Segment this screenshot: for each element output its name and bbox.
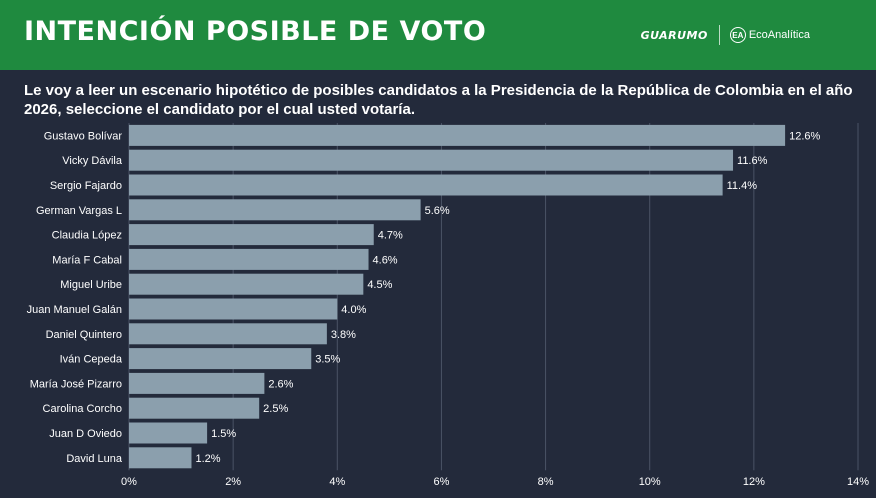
guarumo-logo: GUARUMO	[640, 28, 708, 42]
category-label: David Luna	[66, 453, 123, 465]
category-label: Juan D Oviedo	[49, 428, 122, 440]
x-tick-label: 8%	[538, 476, 554, 488]
x-tick-label: 4%	[329, 476, 345, 488]
value-label: 3.8%	[331, 329, 356, 341]
value-label: 5.6%	[425, 205, 450, 217]
bar	[129, 199, 421, 221]
x-tick-label: 14%	[847, 476, 869, 488]
category-label: Vicky Dávila	[62, 155, 123, 167]
value-label: 11.6%	[737, 155, 768, 167]
bar	[129, 149, 734, 171]
x-tick-label: 10%	[639, 476, 661, 488]
value-label: 11.4%	[727, 180, 758, 192]
value-label: 4.6%	[373, 254, 398, 266]
value-label: 2.5%	[263, 403, 288, 415]
bar	[129, 248, 369, 270]
category-label: María F Cabal	[52, 254, 122, 266]
bar	[129, 298, 338, 320]
logo-divider	[718, 25, 720, 45]
bar	[129, 447, 192, 469]
value-label: 4.5%	[367, 279, 392, 291]
bar	[129, 422, 208, 444]
value-label: 2.6%	[268, 378, 293, 390]
bar	[129, 124, 786, 146]
category-label: Sergio Fajardo	[50, 180, 122, 192]
value-label: 3.5%	[315, 354, 340, 366]
value-label: 4.0%	[341, 304, 366, 316]
bar	[129, 273, 364, 295]
logos: GUARUMO EA EcoAnalítica	[641, 24, 810, 46]
bar	[129, 348, 312, 370]
value-label: 12.6%	[789, 130, 820, 142]
page-title: INTENCIÓN POSIBLE DE VOTO	[24, 16, 487, 47]
category-label: María José Pizarro	[30, 378, 122, 390]
x-tick-label: 0%	[121, 476, 137, 488]
ecoanalitica-logo: EA EcoAnalítica	[729, 27, 810, 43]
category-label: German Vargas L	[36, 205, 122, 217]
ecoanalitica-mark-icon: EA	[729, 27, 746, 43]
bars	[129, 124, 786, 469]
labels: 0% 2% 4% 6% 8% 10% 12% 14% Gustavo Bolívar 12.6% V…	[27, 130, 870, 488]
bar	[129, 323, 327, 345]
bar	[129, 397, 260, 419]
category-label: Gustavo Bolívar	[44, 130, 123, 142]
category-label: Juan Manuel Galán	[27, 304, 122, 316]
category-label: Iván Cepeda	[60, 354, 123, 366]
x-tick-label: 12%	[743, 476, 765, 488]
category-label: Carolina Corcho	[43, 403, 122, 415]
ecoanalitica-logo-text: EcoAnalítica	[748, 29, 810, 41]
header-banner: INTENCIÓN POSIBLE DE VOTO GUARUMO EA Eco…	[0, 0, 876, 70]
category-label: Claudia López	[52, 230, 122, 242]
x-tick-label: 2%	[225, 476, 241, 488]
category-label: Daniel Quintero	[46, 329, 122, 341]
value-label: 4.7%	[378, 230, 403, 242]
question-text: Le voy a leer un escenario hipotético de…	[24, 82, 853, 118]
x-tick-label: 6%	[433, 476, 449, 488]
bar	[129, 372, 265, 394]
bar	[129, 174, 723, 196]
bar	[129, 224, 374, 246]
category-label: Miguel Uribe	[60, 279, 122, 291]
value-label: 1.5%	[211, 428, 236, 440]
value-label: 1.2%	[195, 453, 220, 465]
